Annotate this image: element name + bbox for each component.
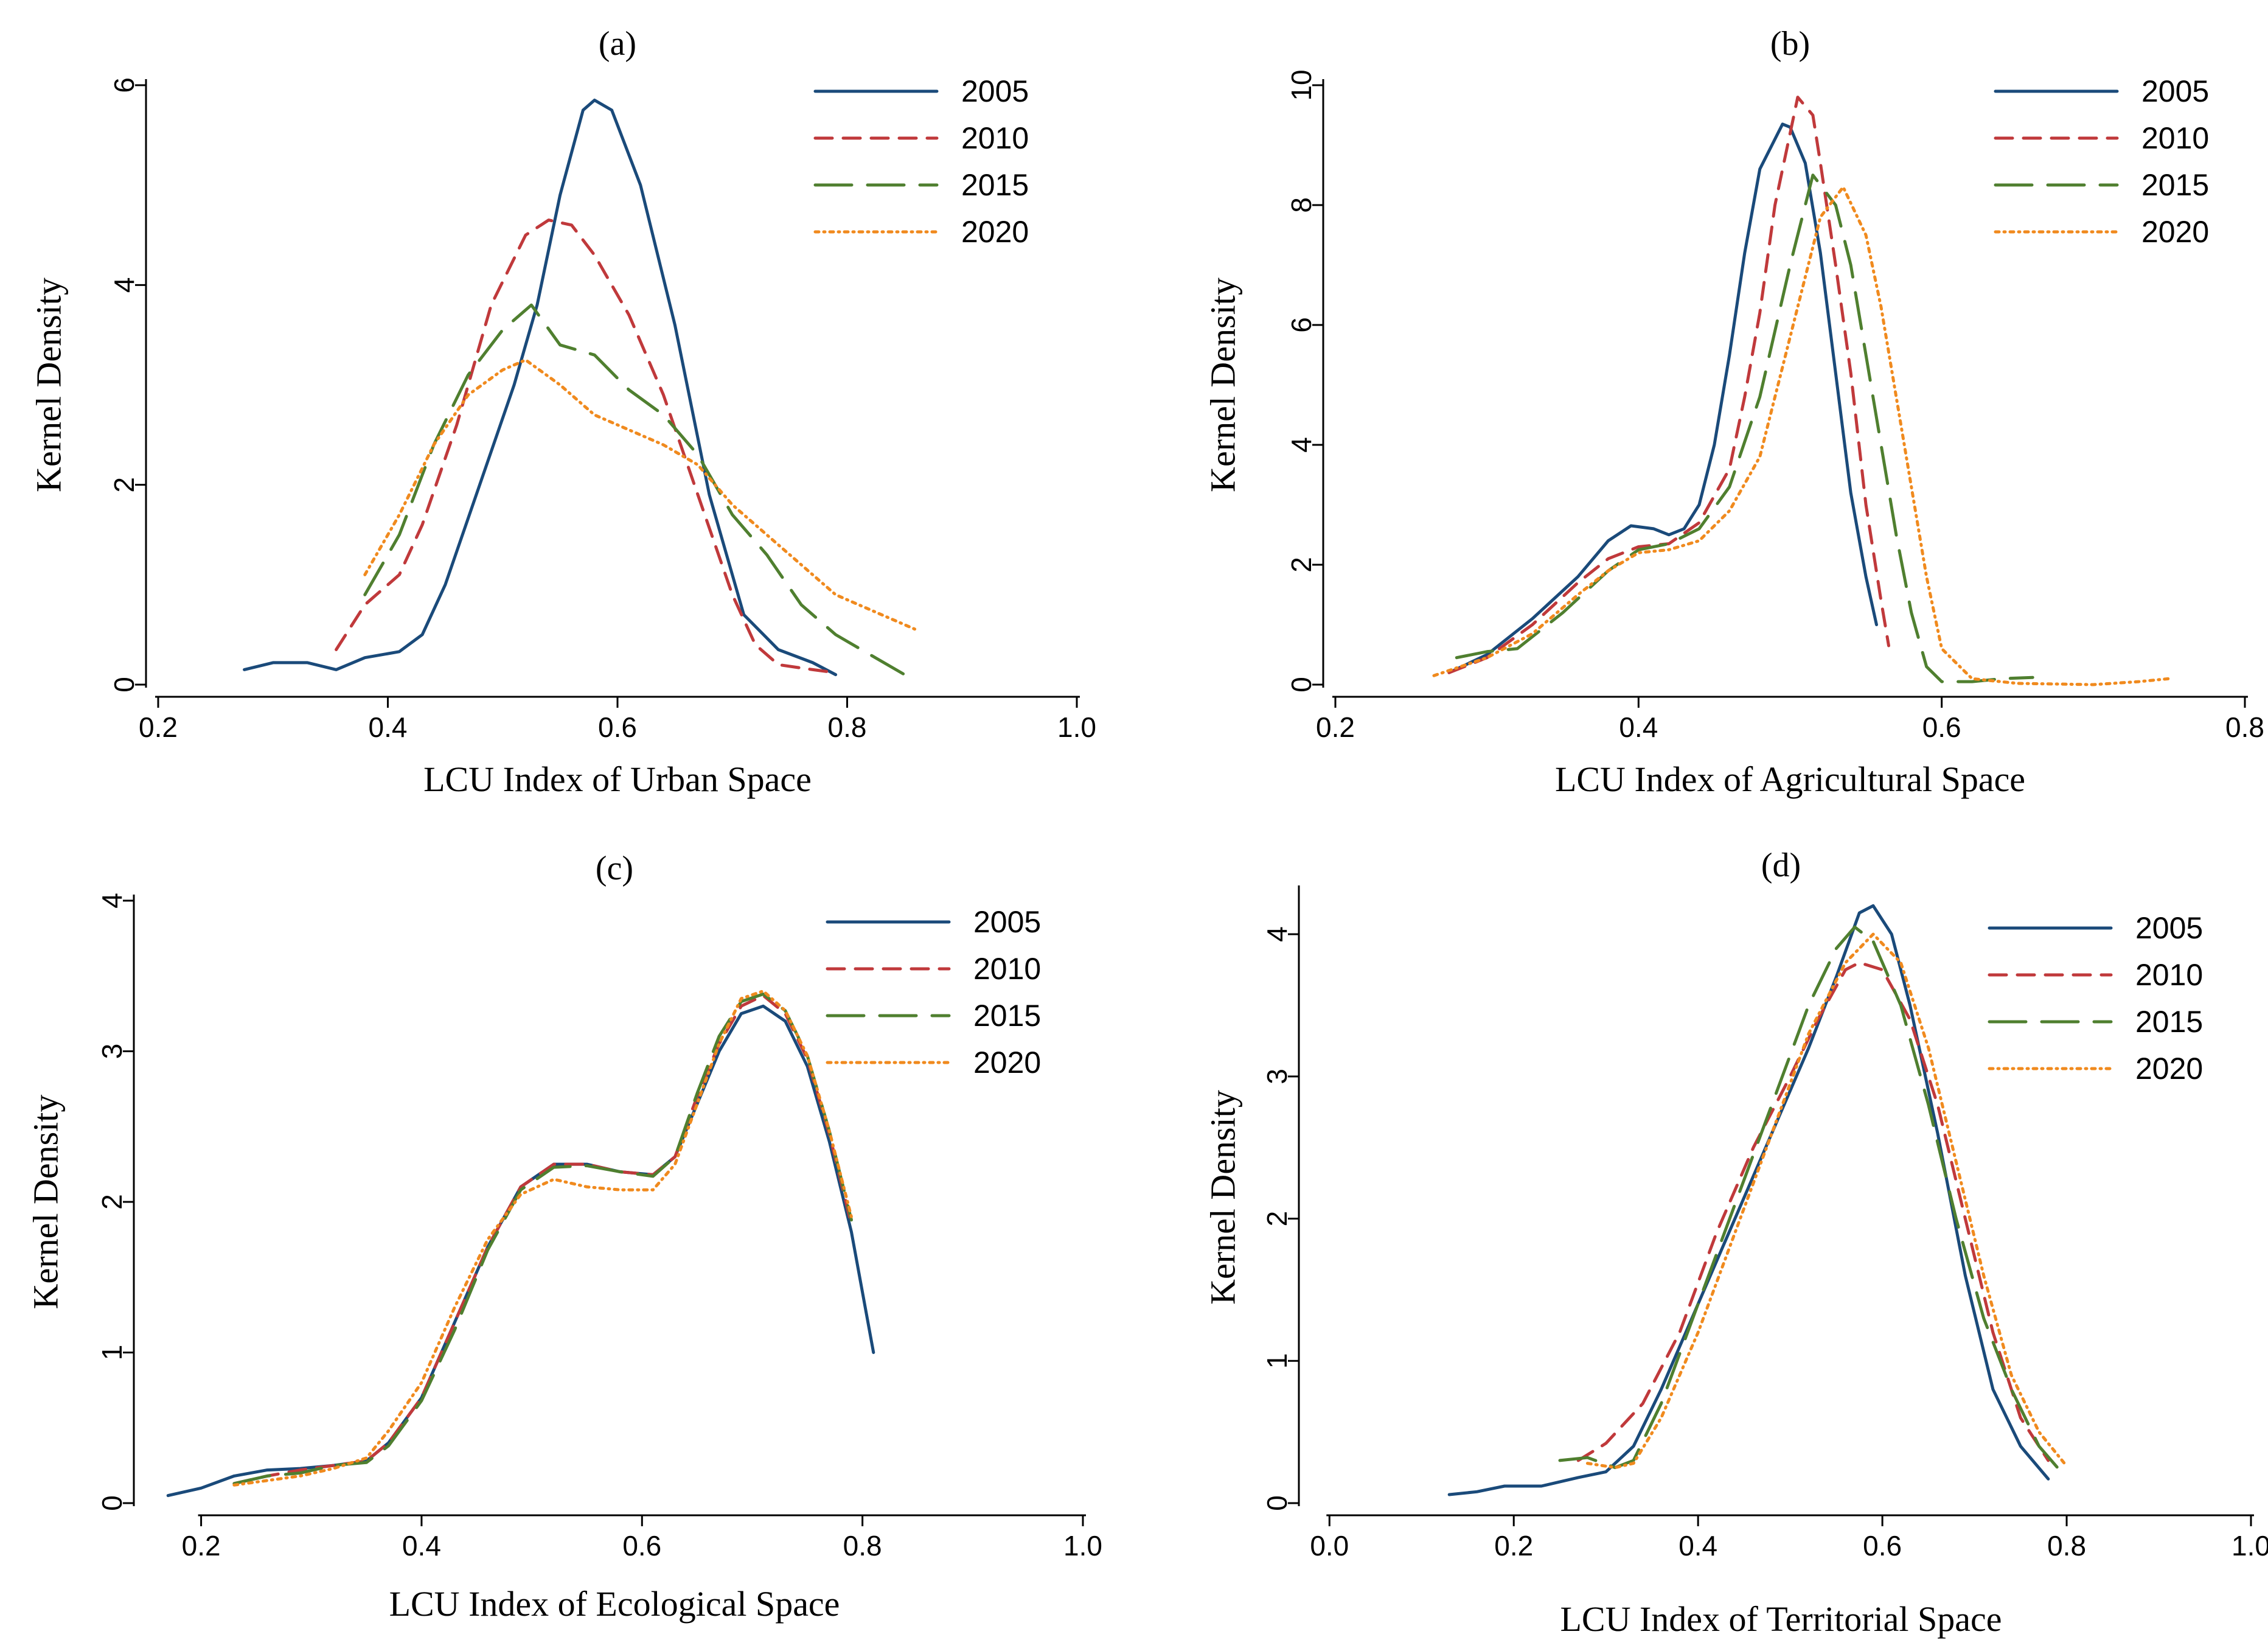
- series-line-2020: [1432, 185, 2171, 686]
- series-line-2015: [1558, 925, 2059, 1470]
- x-tick-label: 0.4: [369, 711, 408, 743]
- x-tick-label: 0.4: [1678, 1530, 1717, 1562]
- x-tick-label: 0.2: [182, 1530, 221, 1562]
- x-tick-label: 0.8: [843, 1530, 882, 1562]
- y-tick-label: 4: [1261, 926, 1293, 942]
- x-tick-label: 0.8: [2225, 711, 2264, 743]
- legend-label: 2015: [2135, 1005, 2203, 1039]
- y-tick-label: 0: [1285, 677, 1317, 693]
- legend-label: 2020: [2141, 215, 2209, 249]
- y-tick-label: 6: [108, 77, 140, 93]
- legend-label: 2015: [961, 168, 1029, 202]
- x-tick-label: 0.8: [2047, 1530, 2086, 1562]
- y-axis-label: Kernel Density: [1203, 1090, 1243, 1305]
- legend-label: 2005: [961, 74, 1029, 108]
- legend-label: 2005: [2141, 74, 2209, 108]
- legend-label: 2010: [961, 121, 1029, 155]
- x-tick-label: 0.4: [1619, 711, 1658, 743]
- panel-title: (c): [596, 850, 633, 887]
- legend-label: 2010: [2135, 958, 2203, 992]
- x-tick-label: 0.2: [139, 711, 178, 743]
- x-tick-label: 1.0: [1063, 1530, 1102, 1562]
- panel-title: (b): [1770, 25, 1810, 63]
- x-tick-label: 0.6: [1922, 711, 1961, 743]
- legend-label: 2020: [961, 215, 1029, 249]
- series-line-2020: [363, 358, 918, 632]
- y-tick-label: 10: [1285, 69, 1317, 100]
- legend-label: 2005: [973, 905, 1041, 939]
- y-tick-label: 4: [108, 277, 140, 293]
- y-axis-label: Kernel Density: [29, 277, 69, 492]
- legend-label: 2020: [2135, 1052, 2203, 1086]
- x-axis-label: LCU Index of Urban Space: [423, 759, 812, 799]
- x-tick-label: 0.0: [1310, 1530, 1349, 1562]
- series-line-2015: [232, 993, 853, 1485]
- x-tick-label: 0.6: [1863, 1530, 1902, 1562]
- series-line-2010: [335, 218, 838, 674]
- x-tick-label: 1.0: [1057, 711, 1096, 743]
- x-tick-label: 0.4: [402, 1530, 441, 1562]
- series-line-2010: [1447, 96, 1890, 674]
- y-tick-label: 1: [96, 1345, 128, 1361]
- y-tick-label: 0: [96, 1495, 128, 1511]
- series-line-2015: [363, 303, 906, 677]
- y-tick-label: 2: [108, 477, 140, 493]
- panel-title: (d): [1761, 846, 1801, 884]
- x-axis-label: LCU Index of Agricultural Space: [1555, 759, 2025, 799]
- x-axis-label: LCU Index of Territorial Space: [1560, 1599, 2002, 1639]
- y-tick-label: 3: [96, 1044, 128, 1059]
- legend-label: 2010: [973, 952, 1041, 986]
- legend-label: 2015: [2141, 168, 2209, 202]
- x-tick-label: 1.0: [2231, 1530, 2268, 1562]
- legend-label: 2015: [973, 999, 1041, 1033]
- y-tick-label: 2: [1261, 1211, 1293, 1227]
- x-axis-label: LCU Index of Ecological Space: [389, 1584, 840, 1624]
- series-line-2020: [232, 990, 853, 1487]
- x-tick-label: 0.2: [1494, 1530, 1533, 1562]
- series-line-2010: [1576, 961, 2050, 1462]
- y-tick-label: 0: [108, 677, 140, 693]
- y-tick-label: 4: [1285, 437, 1317, 453]
- legend-label: 2005: [2135, 911, 2203, 945]
- series-line-2015: [1455, 173, 2034, 683]
- legend-label: 2020: [973, 1045, 1041, 1080]
- legend-label: 2010: [2141, 121, 2209, 155]
- x-tick-label: 0.6: [622, 1530, 661, 1562]
- series-line-2005: [243, 99, 838, 677]
- x-tick-label: 0.6: [598, 711, 637, 743]
- y-tick-label: 4: [96, 893, 128, 909]
- y-axis-label: Kernel Density: [26, 1095, 66, 1310]
- y-axis-label: Kernel Density: [1203, 277, 1243, 492]
- x-tick-label: 0.2: [1316, 711, 1355, 743]
- x-tick-label: 0.8: [828, 711, 867, 743]
- series-line-2020: [1585, 932, 2068, 1470]
- y-tick-label: 1: [1261, 1353, 1293, 1369]
- y-tick-label: 3: [1261, 1069, 1293, 1084]
- series-line-2005: [1447, 122, 1878, 674]
- y-tick-label: 8: [1285, 197, 1317, 213]
- y-tick-label: 6: [1285, 317, 1317, 333]
- y-tick-label: 0: [1261, 1495, 1293, 1511]
- panel-title: (a): [599, 25, 636, 63]
- y-tick-label: 2: [96, 1194, 128, 1210]
- y-tick-label: 2: [1285, 557, 1317, 573]
